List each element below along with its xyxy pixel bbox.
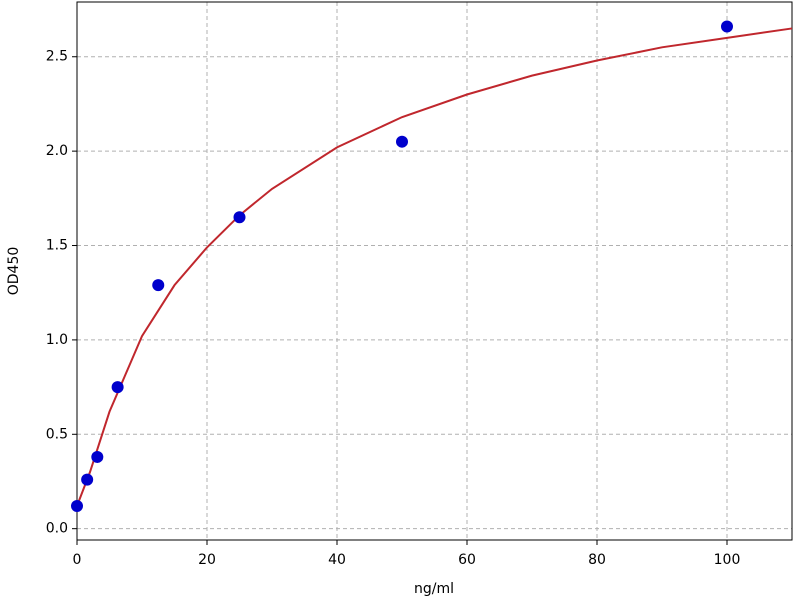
x-tick-label: 0: [73, 552, 82, 568]
y-tick-label: 2.5: [46, 49, 68, 65]
fit-curve: [76, 27, 793, 507]
x-tick-label: 40: [328, 552, 346, 568]
y-axis-label: OD450: [6, 247, 22, 296]
plot-frame: [76, 1, 793, 541]
y-tick-label: 1.5: [46, 238, 68, 254]
data-point: [91, 450, 104, 463]
data-point: [152, 279, 165, 292]
data-point: [71, 500, 83, 513]
x-tick-label: 80: [588, 552, 606, 568]
data-point: [396, 135, 408, 148]
data-point: [721, 20, 733, 33]
y-tick-label: 1.0: [46, 332, 68, 348]
x-axis-label: ng/ml: [414, 581, 454, 597]
data-point: [111, 381, 124, 394]
y-tick-label: 2.0: [46, 143, 68, 159]
x-tick-label: 100: [714, 552, 741, 568]
x-tick-label: 60: [458, 552, 476, 568]
y-tick-label: 0.5: [46, 426, 68, 442]
data-point: [81, 473, 94, 486]
x-tick-label: 20: [198, 552, 216, 568]
y-tick-label: 0.0: [46, 521, 68, 537]
data-point: [233, 211, 246, 224]
